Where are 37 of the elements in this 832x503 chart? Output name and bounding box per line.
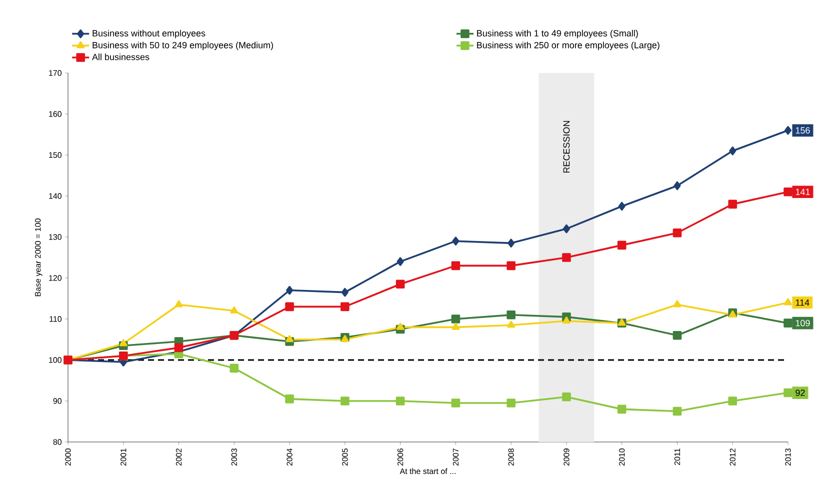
x-tick-label: 2002 bbox=[176, 448, 182, 466]
legend-label: Business with 250 or more employees (Large) bbox=[477, 42, 660, 50]
x-axis-title: At the start of ... bbox=[400, 468, 456, 474]
y-tick-label: 120 bbox=[49, 275, 62, 281]
x-tick-label: 2006 bbox=[397, 448, 404, 466]
legend-label: Business with 1 to 49 employees (Small) bbox=[477, 30, 638, 38]
y-tick-label: 100 bbox=[49, 357, 62, 363]
band-label: RECESSION bbox=[563, 121, 570, 173]
x-tick-label: 2000 bbox=[65, 448, 71, 466]
x-tick-label: 2011 bbox=[674, 448, 680, 465]
y-tick-label: 130 bbox=[49, 234, 62, 240]
data-label: 92 bbox=[796, 390, 805, 396]
y-tick-label: 80 bbox=[53, 439, 62, 445]
data-label: 156 bbox=[796, 127, 810, 134]
legend-label: Business without employees bbox=[92, 30, 206, 38]
legend-label: All businesses bbox=[92, 54, 150, 60]
data-label: 141 bbox=[796, 188, 810, 195]
x-tick-label: 2003 bbox=[231, 448, 237, 466]
y-tick-label: 170 bbox=[49, 70, 62, 76]
x-tick-label: 2008 bbox=[508, 448, 514, 466]
x-tick-label: 2005 bbox=[342, 448, 348, 466]
y-tick-label: 160 bbox=[49, 111, 62, 117]
x-tick-label: 2001 bbox=[120, 448, 126, 466]
y-tick-label: 90 bbox=[53, 398, 62, 404]
y-axis-title: Base year 2000 = 100 bbox=[35, 218, 42, 296]
data-label: 114 bbox=[796, 299, 810, 306]
y-tick-label: 140 bbox=[49, 193, 62, 199]
legend-label: Business with 50 to 249 employees (Medium) bbox=[92, 42, 273, 50]
y-tick-label: 150 bbox=[49, 152, 62, 158]
x-tick-label: 2010 bbox=[619, 448, 625, 466]
x-tick-label: 2013 bbox=[785, 448, 791, 466]
x-tick-label: 2009 bbox=[564, 448, 570, 466]
x-tick-label: 2004 bbox=[286, 448, 292, 466]
x-tick-label: 2007 bbox=[452, 448, 459, 466]
y-tick-label: 110 bbox=[50, 316, 62, 322]
x-tick-label: 2012 bbox=[730, 448, 736, 466]
data-label: 109 bbox=[796, 320, 810, 326]
